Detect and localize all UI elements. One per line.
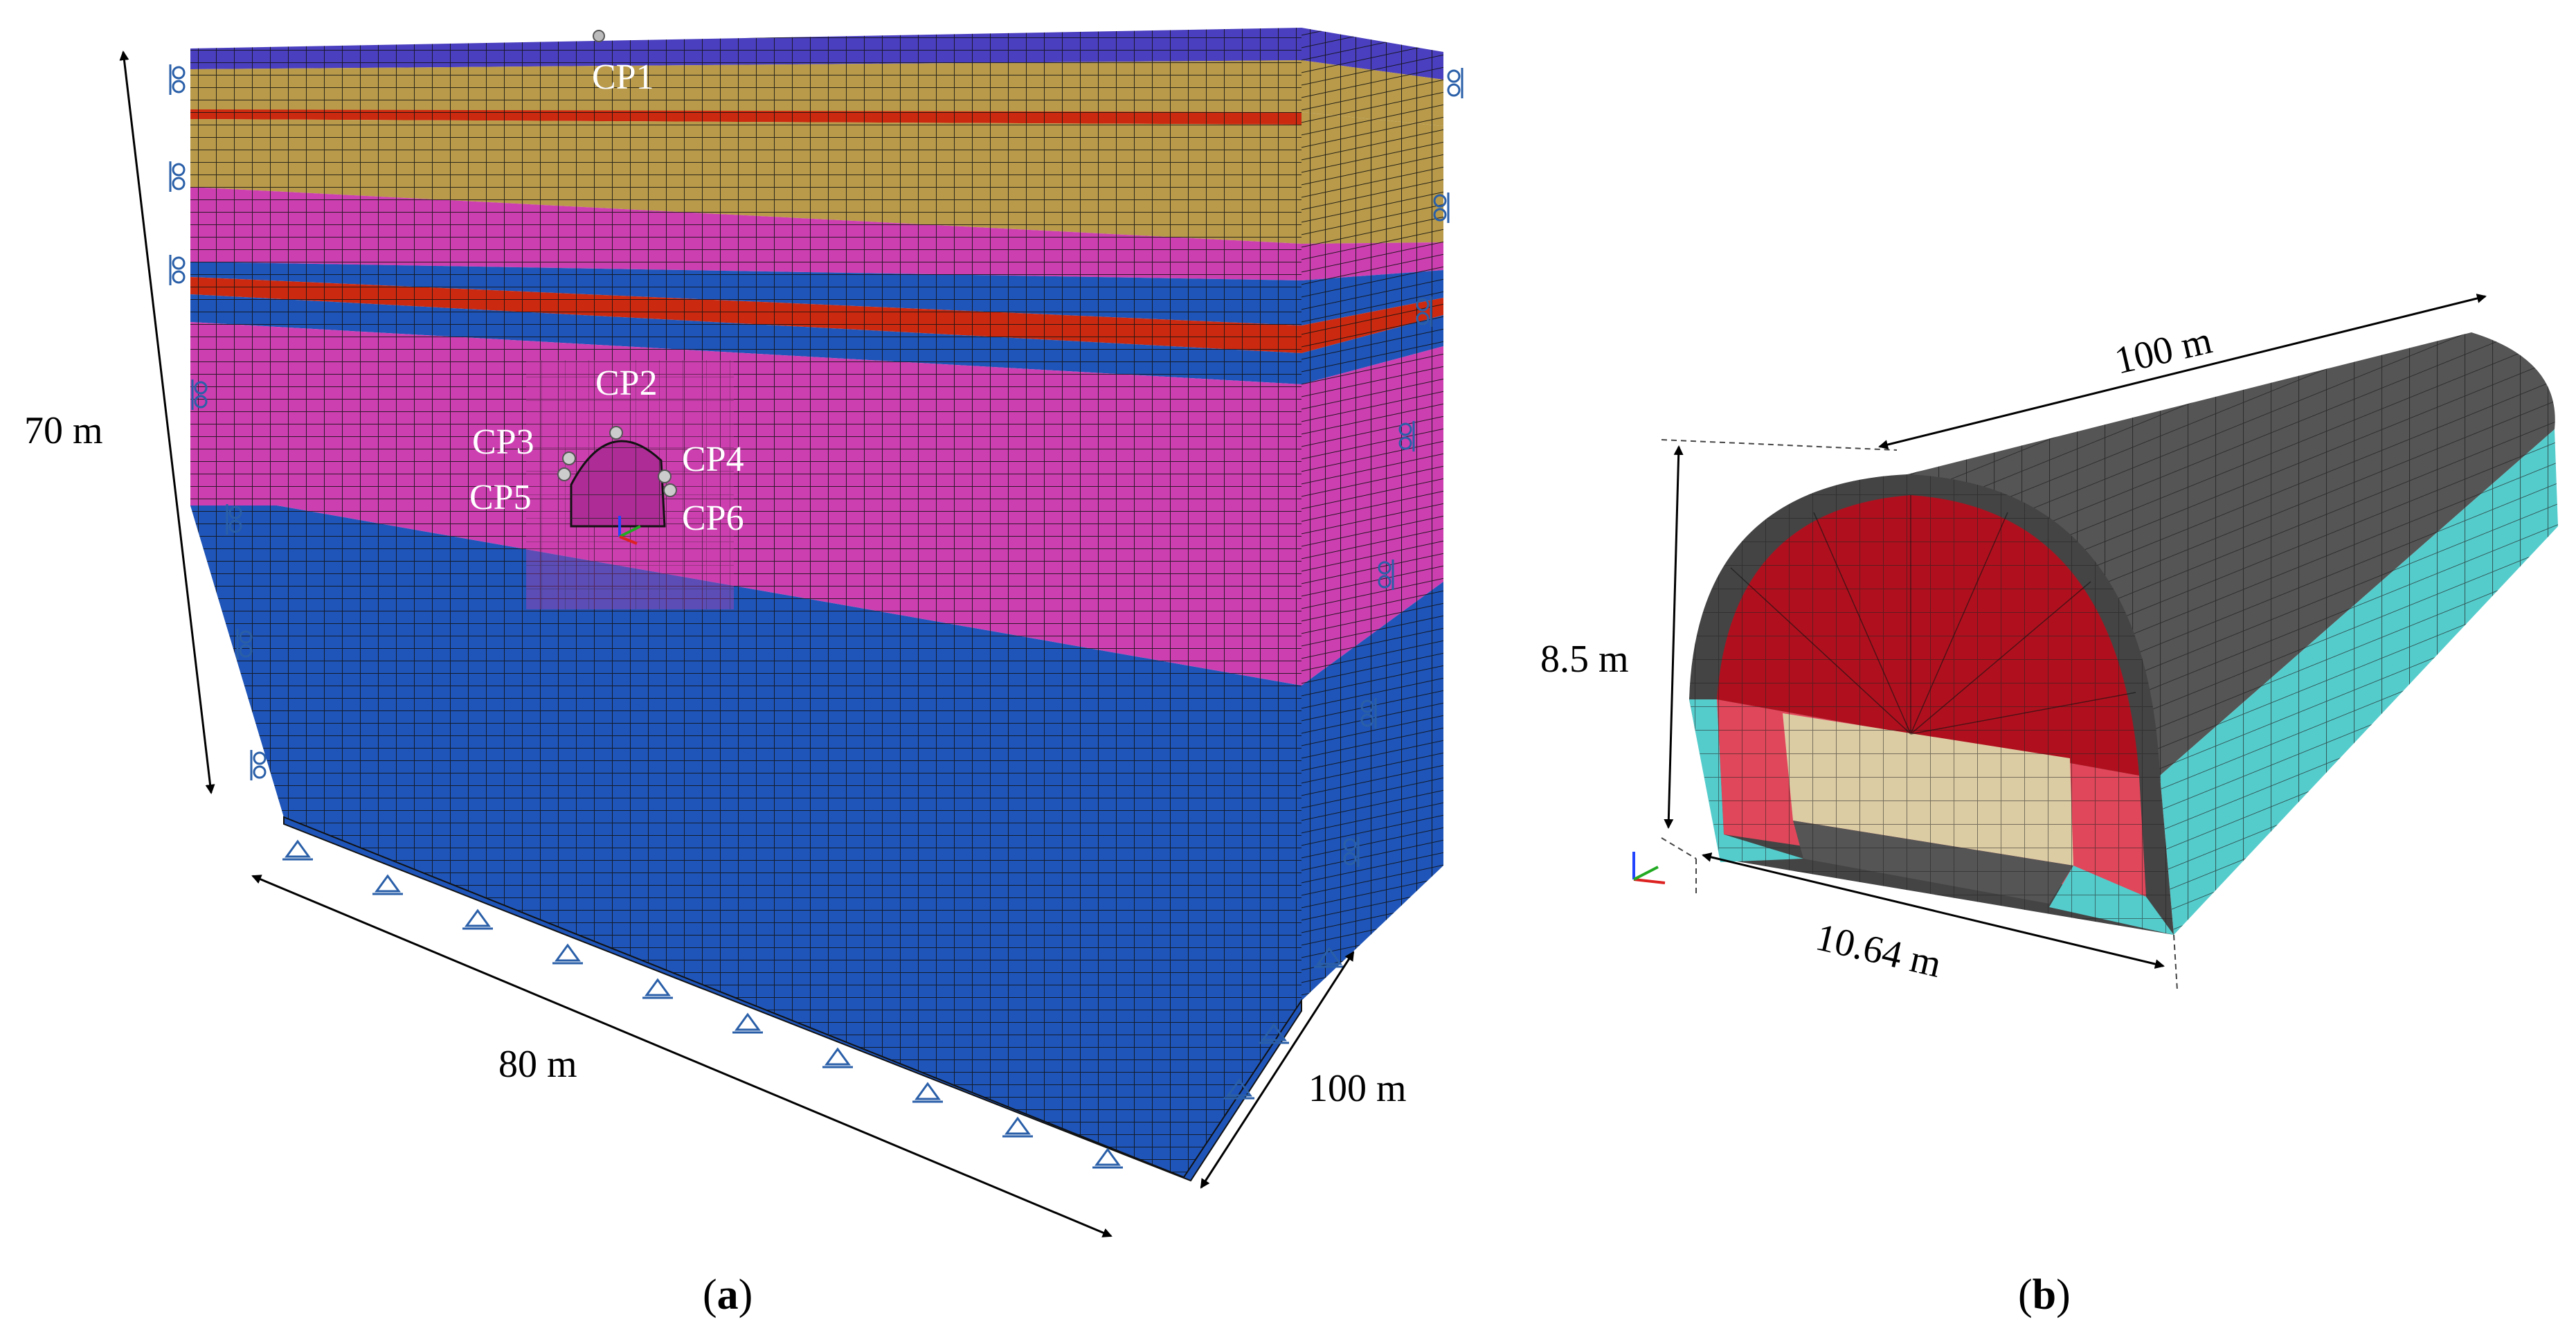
cp4-marker bbox=[658, 469, 672, 483]
height-arrow bbox=[119, 51, 215, 794]
tunnel-height-arrow bbox=[1664, 445, 1684, 829]
tunnel-width-label: 10.64 m bbox=[1812, 915, 1945, 986]
caption-a: (a) bbox=[703, 1271, 753, 1318]
cp5-label: CP5 bbox=[469, 478, 532, 517]
model-side-face bbox=[1301, 28, 1443, 1001]
depth-arrow bbox=[1200, 951, 1355, 1189]
tunnel-opening bbox=[526, 360, 734, 609]
tunnel-axis-triad-icon bbox=[1632, 852, 1666, 884]
dimension-arrows-a bbox=[119, 51, 1355, 1237]
caption-b: (b) bbox=[2018, 1271, 2071, 1318]
tunnel-length-label: 100 m bbox=[2111, 319, 2216, 382]
width-label: 80 m bbox=[498, 1043, 577, 1086]
cp6-label: CP6 bbox=[682, 499, 744, 538]
panel-b-tunnel: 100 m 8.5 m 10.64 m bbox=[1540, 294, 2558, 991]
cp3-marker bbox=[562, 451, 576, 465]
axis-triad-icon bbox=[618, 516, 641, 545]
cp5-marker bbox=[557, 467, 571, 481]
cp2-marker bbox=[609, 426, 623, 440]
cp1-marker bbox=[593, 30, 605, 42]
tunnel-height-label: 8.5 m bbox=[1540, 638, 1629, 681]
cp3-label: CP3 bbox=[472, 422, 534, 462]
width-arrow bbox=[251, 875, 1113, 1237]
cp4-label: CP4 bbox=[682, 440, 744, 479]
cp6-marker bbox=[663, 483, 677, 497]
control-point-markers bbox=[557, 30, 677, 497]
panel-a-model: CP1 CP2 CP3 CP4 CP5 CP6 70 m 80 m 100 m bbox=[24, 28, 1463, 1237]
cp1-label: CP1 bbox=[592, 57, 654, 97]
depth-label: 100 m bbox=[1308, 1067, 1407, 1110]
model-front-face bbox=[190, 28, 1302, 1182]
height-label: 70 m bbox=[24, 409, 103, 452]
right-roller-supports bbox=[1343, 68, 1463, 867]
dimension-arrows-b bbox=[1664, 294, 2487, 969]
cp2-label: CP2 bbox=[595, 364, 658, 403]
tunnel-width-arrow bbox=[1702, 852, 2165, 969]
length-arrow bbox=[1878, 294, 2487, 449]
tunnel-front-face bbox=[1689, 474, 2174, 935]
dimension-extension-lines bbox=[1661, 439, 2178, 991]
